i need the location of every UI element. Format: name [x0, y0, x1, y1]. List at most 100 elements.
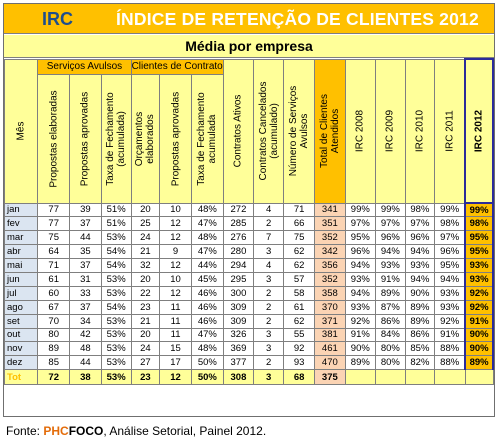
table-row: nov 89 48 53% 24 15 48% 369 3 92 461 90% 80% 85% 88% 90…: [3, 341, 494, 357]
header-propostas-elaboradas: Propostas elaboradas: [37, 73, 71, 204]
month-cell: abr: [3, 244, 39, 260]
table-cell: 53%: [100, 285, 132, 301]
table-cell: 93%: [404, 258, 436, 273]
table-cell: 351: [314, 216, 346, 232]
total-cell: 308: [222, 369, 255, 386]
total-cell: [344, 369, 377, 386]
table-cell: 3: [253, 341, 285, 357]
table-cell: 92%: [464, 285, 494, 301]
table-cell: 95%: [344, 230, 377, 246]
table-cell: 93: [283, 355, 316, 371]
table-cell: 90%: [464, 327, 494, 343]
subtitle-bar: Média por empresa: [4, 35, 494, 58]
footer-rest: , Análise Setorial, Painel 2012.: [103, 424, 267, 438]
table-cell: 37: [69, 216, 102, 232]
table-cell: 53%: [100, 230, 132, 246]
table-cell: 42: [69, 327, 102, 343]
table-cell: 309: [222, 313, 255, 329]
table-cell: 20: [130, 202, 161, 218]
table-cell: 96%: [404, 230, 436, 246]
table-cell: 11: [159, 313, 192, 329]
table-cell: 51%: [100, 202, 132, 218]
table-cell: 80%: [375, 341, 406, 357]
header-irc-2011: IRC 2011: [434, 58, 466, 204]
table-cell: 90%: [404, 285, 436, 301]
total-cell: [404, 369, 436, 386]
table-cell: 46%: [190, 299, 224, 315]
month-cell: fev: [3, 216, 39, 232]
month-cell: jan: [3, 202, 39, 218]
table-row: abr 64 35 54% 21 9 47% 280 3 62 342 96% 94% 94% 96% 95%: [3, 244, 494, 260]
table-cell: 93%: [464, 271, 494, 287]
table-cell: 85%: [404, 341, 436, 357]
title-bar: IRC ÍNDICE DE RETENÇÃO DE CLIENTES 2012: [4, 4, 494, 34]
table-cell: 23: [130, 299, 161, 315]
month-cell: jun: [3, 271, 39, 287]
table-cell: 45%: [190, 271, 224, 287]
table-cell: 93%: [434, 299, 466, 315]
table-cell: 48: [69, 341, 102, 357]
header-orcamentos-elaborados: Orçamentos elaborados: [130, 73, 161, 204]
table-cell: 93%: [434, 285, 466, 301]
table-cell: 60: [37, 285, 71, 301]
total-cell: 3: [253, 369, 285, 386]
table-row: mai 71 37 54% 32 12 44% 294 4 62 356 94% 93% 93% 95% 93…: [3, 258, 494, 273]
table-cell: 95%: [434, 258, 466, 273]
month-cell: jul: [3, 285, 39, 301]
table-cell: 97%: [375, 216, 406, 232]
table-cell: 51%: [100, 216, 132, 232]
table-cell: 39: [69, 202, 102, 218]
table-cell: 27: [130, 355, 161, 371]
title-irc: IRC: [42, 9, 73, 29]
table-cell: 10: [159, 271, 192, 287]
header-taxa-fechamento: Taxa de Fechamento (acumulada): [100, 73, 132, 204]
table-cell: 377: [222, 355, 255, 371]
table-row: set 70 34 53% 21 11 46% 309 2 62 371 92% 86% 89% 92% 91…: [3, 313, 494, 329]
total-cell: [464, 369, 494, 386]
total-row: Tot 72 38 53% 23 12 50% 308 3 68 375: [3, 369, 494, 386]
table-cell: 94%: [404, 244, 436, 260]
header-taxa-fechamento-contrato: Taxa de Fechamento acumulada: [190, 73, 224, 204]
total-cell: 53%: [100, 369, 132, 386]
table-cell: 4: [253, 258, 285, 273]
table-cell: 461: [314, 341, 346, 357]
table-cell: 370: [314, 299, 346, 315]
table-cell: 84%: [375, 327, 406, 343]
table-cell: 85: [37, 355, 71, 371]
table-cell: 82%: [404, 355, 436, 371]
table-cell: 24: [130, 341, 161, 357]
table-cell: 90%: [344, 341, 377, 357]
table-cell: 54%: [100, 244, 132, 260]
table-cell: 369: [222, 341, 255, 357]
table-cell: 93%: [464, 258, 494, 273]
table-cell: 12: [159, 285, 192, 301]
table-cell: 98%: [434, 216, 466, 232]
table-cell: 64: [37, 244, 71, 260]
table-cell: 342: [314, 244, 346, 260]
header-total-clientes: Total de Clientes Atendidos: [314, 58, 346, 204]
month-cell: set: [3, 313, 39, 329]
table-cell: 62: [283, 258, 316, 273]
table-cell: 2: [253, 313, 285, 329]
table-row: fev 77 37 51% 25 12 47% 285 2 66 351 97% 97% 97% 98% 98…: [3, 216, 494, 232]
table-cell: 352: [314, 230, 346, 246]
table-cell: 44%: [190, 258, 224, 273]
irc-table-frame: IRC ÍNDICE DE RETENÇÃO DE CLIENTES 2012 …: [3, 3, 495, 417]
footer-prefix: Fonte:: [6, 424, 44, 438]
table-cell: 89%: [464, 355, 494, 371]
table-cell: 75: [283, 230, 316, 246]
table-cell: 21: [130, 244, 161, 260]
table-cell: 10: [159, 202, 192, 218]
table-cell: 98%: [404, 202, 436, 218]
table-cell: 31: [69, 271, 102, 287]
table-cell: 54%: [100, 258, 132, 273]
table-cell: 54%: [100, 299, 132, 315]
table-cell: 98%: [464, 216, 494, 232]
table-cell: 11: [159, 299, 192, 315]
table-cell: 61: [283, 299, 316, 315]
table-cell: 94%: [375, 244, 406, 260]
table-cell: 21: [130, 313, 161, 329]
table-cell: 15: [159, 341, 192, 357]
table-cell: 55: [283, 327, 316, 343]
table-cell: 280: [222, 244, 255, 260]
